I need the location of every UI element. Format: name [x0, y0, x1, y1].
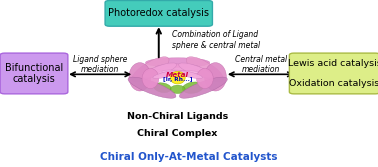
- Text: Ligand sphere
mediation: Ligand sphere mediation: [73, 55, 127, 74]
- Ellipse shape: [153, 70, 181, 78]
- Ellipse shape: [128, 77, 176, 98]
- Text: Bifunctional
catalysis: Bifunctional catalysis: [5, 63, 63, 84]
- FancyBboxPatch shape: [0, 53, 68, 94]
- Ellipse shape: [132, 57, 169, 82]
- Ellipse shape: [143, 63, 177, 78]
- Ellipse shape: [179, 63, 213, 78]
- Text: Photoredox catalysis: Photoredox catalysis: [108, 8, 209, 18]
- Ellipse shape: [180, 77, 227, 98]
- Ellipse shape: [154, 83, 171, 93]
- Ellipse shape: [155, 64, 200, 71]
- Ellipse shape: [146, 58, 210, 67]
- Text: Chiral Only-At-Metal Catalysts: Chiral Only-At-Metal Catalysts: [100, 152, 278, 162]
- Ellipse shape: [142, 68, 159, 89]
- Ellipse shape: [174, 70, 202, 78]
- Ellipse shape: [204, 63, 226, 91]
- Text: Lewis acid catalysis

Oxidation catalysis: Lewis acid catalysis Oxidation catalysis: [288, 59, 378, 88]
- Text: [Ir, Rh...]: [Ir, Rh...]: [163, 77, 192, 82]
- Ellipse shape: [162, 70, 194, 75]
- Ellipse shape: [186, 57, 223, 82]
- Ellipse shape: [197, 68, 213, 89]
- Ellipse shape: [182, 82, 203, 93]
- Ellipse shape: [170, 71, 185, 84]
- Text: Central metal
mediation: Central metal mediation: [235, 55, 287, 74]
- Ellipse shape: [166, 71, 198, 76]
- Ellipse shape: [170, 85, 185, 94]
- FancyBboxPatch shape: [105, 1, 212, 26]
- FancyBboxPatch shape: [290, 53, 378, 94]
- Text: Metal: Metal: [166, 72, 189, 78]
- Text: Chiral Complex: Chiral Complex: [138, 129, 218, 138]
- Text: Non-Chiral Ligands: Non-Chiral Ligands: [127, 112, 228, 121]
- Text: Combination of Ligand
sphere & central metal: Combination of Ligand sphere & central m…: [172, 30, 260, 50]
- Ellipse shape: [129, 63, 151, 91]
